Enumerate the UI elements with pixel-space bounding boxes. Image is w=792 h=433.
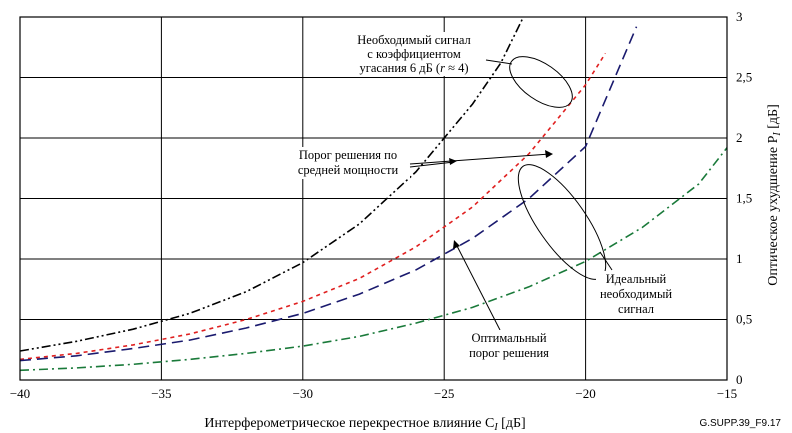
series-line-3: [19, 26, 638, 362]
annotation-average-threshold: Порог решения по средней мощности: [284, 147, 553, 179]
y-axis-title: Оптическое ухудшение PI [дБ]: [766, 104, 783, 286]
annotation-extinction-signal: Необходимый сигнал с коэффициентом угаса…: [330, 32, 573, 108]
svg-text:сигнал: сигнал: [618, 302, 654, 316]
x-tick-labels: −40 −35 −30 −25 −20 −15: [10, 386, 737, 401]
y-tick-label: 0: [736, 372, 743, 387]
arrow-head: [453, 240, 460, 249]
series-group: [19, 16, 728, 372]
y-tick-label: 3: [736, 9, 743, 24]
annotation-ellipse: [509, 56, 573, 108]
y-tick-label: 0,5: [736, 312, 752, 327]
arrow-head: [449, 158, 457, 165]
svg-text:необходимый: необходимый: [600, 287, 672, 301]
y-tick-labels: 0 0,5 1 1,5 2 2,5 3: [736, 9, 752, 387]
y-tick-label: 2,5: [736, 70, 752, 85]
svg-text:Необходимый сигнал: Необходимый сигнал: [357, 33, 471, 47]
svg-text:Идеальный: Идеальный: [606, 272, 667, 286]
svg-text:Порог решения по: Порог решения по: [299, 148, 397, 162]
x-axis-title: Интерферометрическое перекрестное влияни…: [204, 416, 525, 433]
x-tick-label: −40: [10, 386, 30, 401]
figure-id: G.SUPP.39_F9.17: [699, 418, 781, 429]
annotation-ideal-signal: Идеальный необходимый сигнал: [517, 164, 676, 317]
svg-text:с коэффициентом: с коэффициентом: [367, 47, 461, 61]
annotation-pointer: [485, 59, 513, 65]
arrow-head: [545, 150, 553, 158]
svg-text:порог решения: порог решения: [469, 346, 549, 360]
annotation-optimal-threshold: Оптимальный порог решения: [452, 240, 560, 362]
series-line-4: [19, 147, 728, 372]
series-line-2: [19, 52, 607, 361]
y-tick-label: 2: [736, 130, 743, 145]
x-tick-label: −20: [575, 386, 595, 401]
plot-frame: [19, 16, 728, 381]
y-tick-label: 1,5: [736, 191, 752, 206]
x-tick-label: −15: [717, 386, 737, 401]
annotation-pointer: [599, 251, 613, 271]
y-tick-label: 1: [736, 251, 743, 266]
x-tick-label: −25: [434, 386, 454, 401]
annotation-arrow: [455, 243, 501, 331]
x-tick-label: −30: [293, 386, 313, 401]
annotation-ellipse: [517, 164, 607, 280]
annotation-arrow: [409, 153, 551, 165]
x-tick-label: −35: [151, 386, 171, 401]
svg-text:средней мощности: средней мощности: [298, 163, 399, 177]
svg-text:угасания 6 дБ (r ≈ 4): угасания 6 дБ (r ≈ 4): [359, 61, 468, 75]
annotation-arrow: [409, 161, 455, 168]
svg-text:Оптимальный: Оптимальный: [471, 331, 546, 345]
series-line-1: [19, 16, 525, 352]
